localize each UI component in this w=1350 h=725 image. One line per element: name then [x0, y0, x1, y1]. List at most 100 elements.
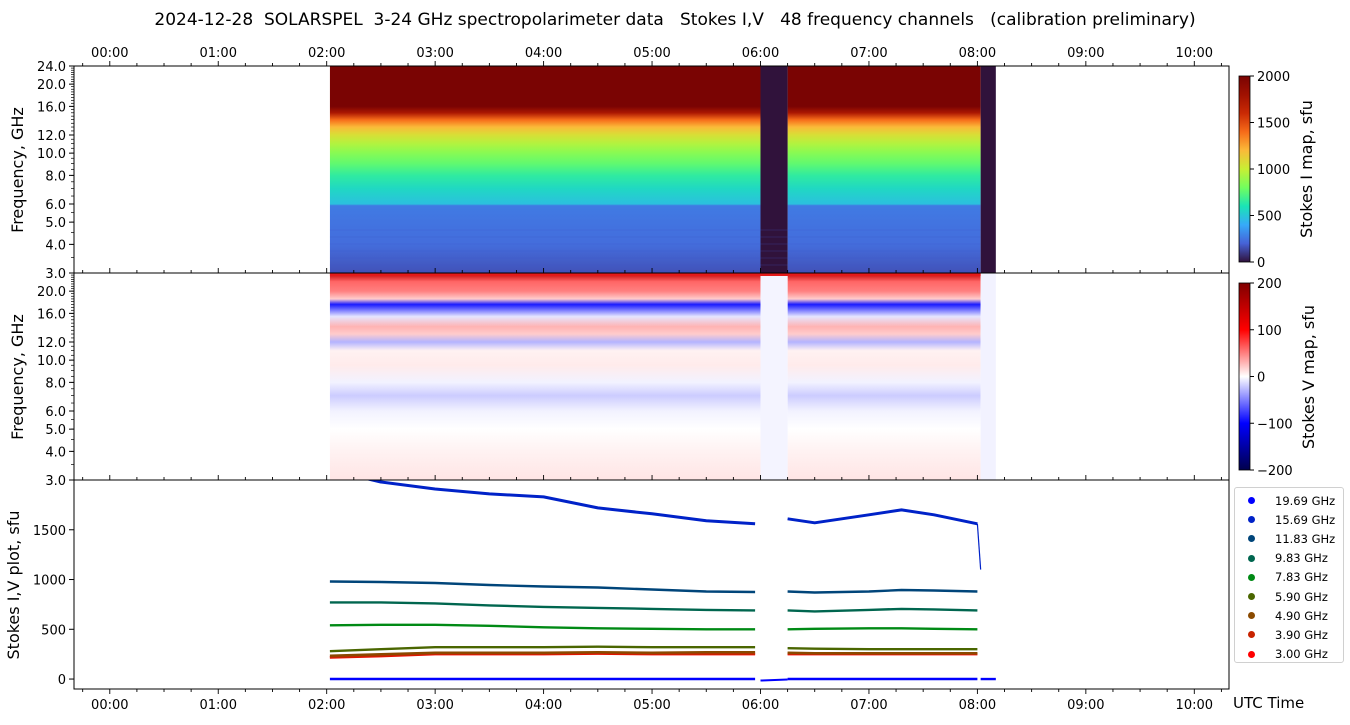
y-tick-label: 6.0 — [45, 405, 66, 420]
y-tick-label: 20.0 — [37, 285, 66, 300]
stokes-i-data-block — [787, 66, 981, 273]
y-tick-label: 8.0 — [45, 376, 66, 391]
colorbar-label-stokes-v: Stokes V map, sfu — [1299, 305, 1318, 449]
x-tick-label-bottom: 08:00 — [959, 698, 996, 713]
legend-label: 11.83 GHz — [1275, 531, 1336, 546]
axes-layer: 00:00 00:00 01:00 01:00 02:00 02:00 03:00 03:00… — [33, 46, 1230, 713]
series-line-5-90-GHz — [329, 645, 756, 653]
x-tick-label-top: 08:00 — [959, 46, 996, 61]
legend-label: 15.69 GHz — [1275, 512, 1336, 527]
legend-marker-icon — [1248, 497, 1255, 505]
series-line-11-83-GHz — [787, 588, 978, 594]
y-tick-label: 3.0 — [45, 474, 66, 489]
stokes-i-gap-block — [760, 66, 788, 273]
colorbar-label-stokes-i: Stokes I map, sfu — [1297, 100, 1316, 238]
colorbar-tick-label: 500 — [1257, 210, 1282, 225]
y-tick-label: 16.0 — [37, 307, 66, 322]
legend: 19.69 GHz 15.69 GHz 11.83 GHz 9.83 GHz 7.83 … — [1234, 487, 1344, 663]
legend-label: 19.69 GHz — [1275, 493, 1336, 508]
x-tick-label-top: 00:00 — [91, 46, 128, 61]
series-line-7-83-GHz — [329, 623, 756, 631]
y-tick-label: 12.0 — [37, 129, 66, 144]
legend-item: 4.90 GHz — [1235, 606, 1343, 625]
legend-item: 11.83 GHz — [1235, 529, 1343, 548]
legend-item: 3.00 GHz — [1235, 645, 1343, 664]
series-line-4-90-GHz — [787, 651, 978, 655]
y-tick-label: 5.0 — [45, 216, 66, 231]
colorbar-tick-label: 1500 — [1257, 117, 1290, 132]
x-tick-label-bottom: 04:00 — [525, 698, 562, 713]
y-tick-label: 24.0 — [37, 60, 66, 75]
legend-label: 7.83 GHz — [1275, 570, 1328, 585]
series-gap-line — [760, 678, 788, 682]
y-tick-label: 10.0 — [37, 147, 66, 162]
colorbar-tick-label: 100 — [1257, 324, 1282, 339]
colorbar-stokes-v — [1238, 282, 1251, 471]
x-tick-label-top: 01:00 — [200, 46, 237, 61]
x-tick-label-bottom: 09:00 — [1067, 698, 1104, 713]
colorbar-tick-label: 1000 — [1257, 163, 1290, 178]
x-tick-label-top: 07:00 — [850, 46, 887, 61]
legend-item: 9.83 GHz — [1235, 549, 1343, 568]
stokes-v-data-block — [329, 273, 761, 480]
colorbar-tick-label: 2000 — [1257, 70, 1290, 85]
x-tick-label-bottom: 10:00 — [1176, 698, 1213, 713]
series-line-15-69-GHz — [365, 480, 756, 526]
x-tick-label-bottom: 06:00 — [742, 698, 779, 713]
ylabel-panel1: Frequency, GHz — [8, 107, 27, 233]
legend-marker-icon — [1248, 516, 1255, 524]
stokes-v-data-block — [787, 273, 981, 480]
axes-frame-3 — [73, 479, 1230, 690]
y-tick-label: 8.0 — [45, 169, 66, 184]
series-line-9-83-GHz — [329, 601, 756, 612]
legend-item: 7.83 GHz — [1235, 568, 1343, 587]
series-line-15-69-GHz — [787, 508, 978, 526]
x-tick-label-top: 03:00 — [416, 46, 453, 61]
colorbar-tick-label: 200 — [1257, 277, 1282, 292]
stokes-v-gap-block — [760, 273, 788, 480]
x-tick-label-bottom: 05:00 — [633, 698, 670, 713]
colorbar-stokes-i — [1238, 75, 1251, 263]
stokes-iv-plot-panel — [329, 480, 996, 682]
y-tick-label: 3.0 — [45, 267, 66, 282]
x-tick-label-top: 04:00 — [525, 46, 562, 61]
series-line-7-83-GHz — [787, 627, 978, 631]
colorbar-tick-label: 0 — [1257, 256, 1265, 271]
series-line-9-83-GHz — [787, 607, 978, 613]
legend-item: 15.69 GHz — [1235, 510, 1343, 529]
stokes-v-gap-block — [980, 273, 996, 480]
y-tick-label: 1500 — [33, 524, 66, 539]
legend-marker-icon — [1248, 554, 1255, 562]
y-tick-label: 4.0 — [45, 238, 66, 253]
x-tick-label-top: 05:00 — [633, 46, 670, 61]
x-tick-label-bottom: 00:00 — [91, 698, 128, 713]
legend-marker-icon — [1248, 631, 1255, 639]
legend-label: 3.90 GHz — [1275, 627, 1328, 642]
colorbar-tick-label: −200 — [1257, 464, 1293, 479]
x-tick-label-bottom: 02:00 — [308, 698, 345, 713]
x-tick-label-bottom: 01:00 — [200, 698, 237, 713]
x-tick-label-top: 10:00 — [1176, 46, 1213, 61]
x-tick-label-bottom: 03:00 — [416, 698, 453, 713]
y-tick-label: 1000 — [33, 574, 66, 589]
stokes-i-gap-block — [980, 66, 996, 273]
legend-label: 3.00 GHz — [1275, 647, 1328, 662]
x-tick-label-bottom: 07:00 — [850, 698, 887, 713]
y-tick-label: 10.0 — [37, 354, 66, 369]
series-line-4-90-GHz — [329, 651, 756, 657]
colorbar-ticks: 0 500 1000 1500 2000 −200 −100 0 100 200 — [1250, 70, 1293, 479]
y-tick-label: 20.0 — [37, 78, 66, 93]
stokes-i-map-panel — [329, 66, 996, 273]
ylabel-panel3: Stokes I,V plot, sfu — [4, 511, 23, 660]
y-tick-label: 12.0 — [37, 336, 66, 351]
ylabel-panel2: Frequency, GHz — [8, 314, 27, 440]
y-tick-label: 500 — [41, 623, 66, 638]
legend-marker-icon — [1248, 612, 1255, 620]
legend-label: 4.90 GHz — [1275, 608, 1328, 623]
colorbar-tick-label: 0 — [1257, 371, 1265, 386]
stokes-i-data-block — [329, 66, 761, 273]
y-tick-label: 16.0 — [37, 100, 66, 115]
y-tick-label: 4.0 — [45, 445, 66, 460]
y-tick-label: 6.0 — [45, 198, 66, 213]
